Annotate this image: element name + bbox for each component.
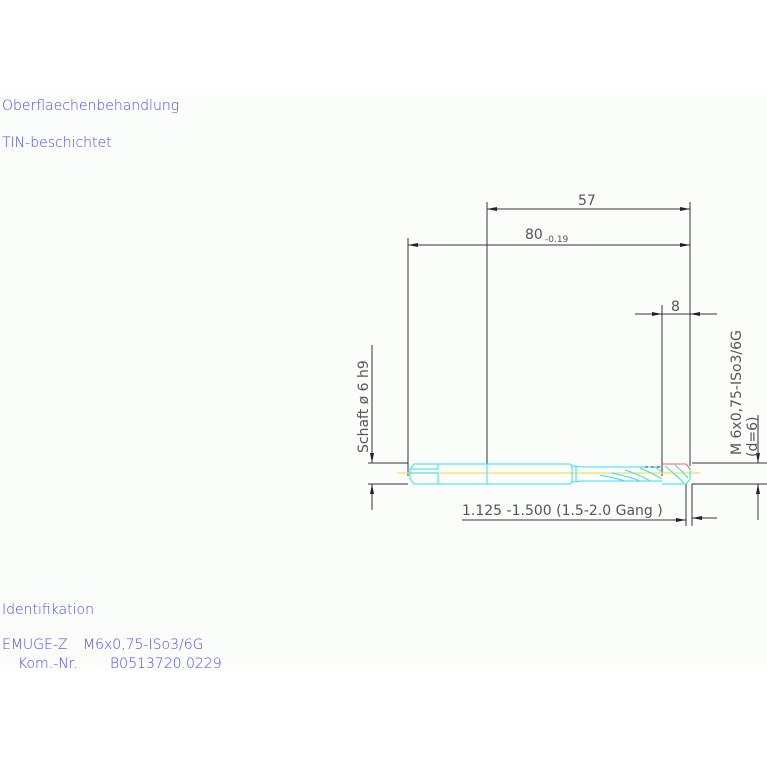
drawing-area [0, 95, 767, 670]
id-line1-value: M6x0,75-ISo3/6G [83, 637, 203, 653]
tool-square-end [410, 464, 488, 484]
identification-heading: Identifikation [2, 602, 94, 618]
thread-label: M 6x0,75-ISo3/6G [729, 330, 745, 455]
dimension-57: 57 [578, 193, 596, 209]
id-line2-value: B0513720.0229 [110, 656, 222, 672]
id-line2-label: Kom.-Nr. [18, 656, 78, 672]
tool-neck [571, 465, 662, 483]
tap-tool [397, 463, 700, 485]
dimension-80-tolerance: -0.19 [545, 235, 569, 245]
dimension-80: 80 [525, 227, 543, 243]
tool-shank [409, 463, 573, 485]
extension-lines [368, 202, 767, 526]
chamfer-label: 1.125 -1.500 (1.5-2.0 Gang ) [462, 503, 663, 519]
surface-heading: Oberflaechenbehandlung [2, 98, 179, 114]
shank-diameter-label: Schaft ø 6 h9 [356, 360, 372, 453]
thread-highlight [662, 463, 691, 470]
surface-value: TIN-beschichtet [2, 135, 112, 151]
thread-diameter-label: (d=6) [745, 417, 761, 457]
dimension-8: 8 [671, 299, 680, 315]
id-line1-label: EMUGE-Z [2, 637, 68, 653]
tool-flutes [599, 466, 663, 482]
